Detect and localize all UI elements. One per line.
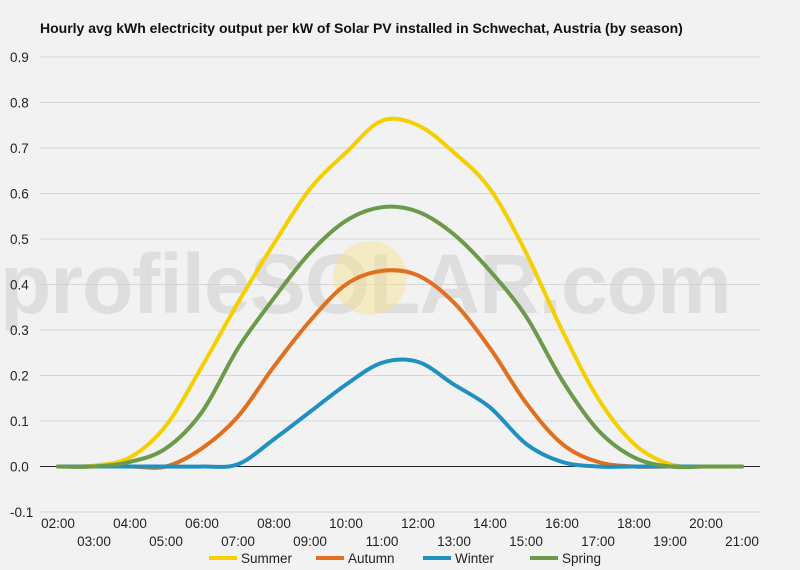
y-tick-label: 0.8 — [10, 96, 29, 111]
x-tick-label: 06:00 — [185, 516, 219, 531]
x-tick-label: 15:00 — [509, 534, 543, 549]
legend-label-winter: Winter — [455, 551, 495, 566]
y-tick-label: 0.4 — [10, 278, 29, 293]
y-tick-label: 0.1 — [10, 414, 29, 429]
series-lines — [56, 116, 744, 470]
x-tick-label: 05:00 — [149, 534, 183, 549]
x-tick-label: 21:00 — [725, 534, 759, 549]
legend: Summer Autumn Winter Spring — [209, 551, 601, 566]
y-tick-label: 0.0 — [10, 460, 29, 475]
legend-label-spring: Spring — [562, 551, 601, 566]
watermark: profileSOLAR.com — [0, 237, 731, 331]
series-line-winter — [56, 357, 744, 469]
x-tick-label: 09:00 — [293, 534, 327, 549]
y-tick-label: 0.2 — [10, 369, 29, 384]
watermark-sun — [333, 241, 407, 315]
x-tick-label: 17:00 — [581, 534, 615, 549]
x-tick-label: 11:00 — [366, 534, 399, 549]
y-tick-label: 0.3 — [10, 323, 29, 338]
series-line-summer — [56, 116, 744, 469]
x-tick-label: 10:00 — [329, 516, 363, 531]
y-tick-label: 0.7 — [10, 141, 29, 156]
legend-label-summer: Summer — [241, 551, 293, 566]
legend-label-autumn: Autumn — [348, 551, 395, 566]
x-tick-label: 20:00 — [689, 516, 723, 531]
series-line-spring — [56, 204, 744, 470]
x-tick-label: 18:00 — [617, 516, 651, 531]
x-tick-label: 14:00 — [473, 516, 507, 531]
x-tick-label: 03:00 — [77, 534, 111, 549]
chart-title: Hourly avg kWh electricity output per kW… — [40, 20, 683, 36]
x-tick-label: 13:00 — [437, 534, 471, 549]
y-tick-label: 0.6 — [10, 187, 29, 202]
x-tick-label: 04:00 — [113, 516, 147, 531]
x-tick-label: 08:00 — [257, 516, 291, 531]
x-axis-ticks: 02:00 04:00 06:00 08:00 10:00 12:00 14:00 16:00… — [41, 516, 759, 549]
y-tick-label: -0.1 — [10, 505, 33, 520]
x-tick-label: 16:00 — [545, 516, 579, 531]
x-tick-label: 02:00 — [41, 516, 75, 531]
x-tick-label: 07:00 — [221, 534, 255, 549]
y-tick-label: 0.5 — [10, 232, 29, 247]
x-tick-label: 12:00 — [401, 516, 435, 531]
y-tick-label: 0.9 — [10, 50, 29, 65]
y-axis-ticks: 0.9 0.8 0.7 0.6 0.5 0.4 0.3 0.2 0.1 0.0 -0.1 — [10, 50, 33, 520]
x-tick-label: 19:00 — [653, 534, 687, 549]
